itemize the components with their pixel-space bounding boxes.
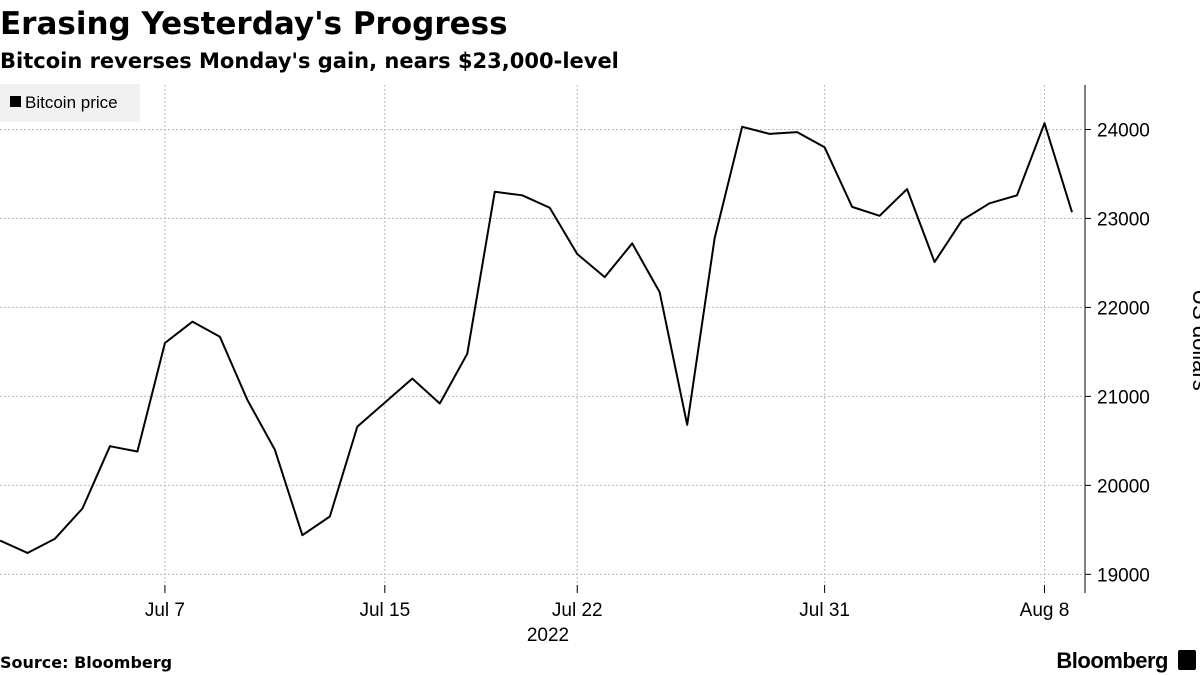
y-tick-label: 21000 xyxy=(1097,387,1150,408)
x-tick-label: Jul 22 xyxy=(552,600,603,621)
x-axis-label: 2022 xyxy=(527,625,569,646)
x-tick-label: Jul 15 xyxy=(359,600,410,621)
x-tick-label: Jul 7 xyxy=(145,600,185,621)
chart-title: Erasing Yesterday's Progress xyxy=(0,6,508,42)
x-tick-label: Jul 31 xyxy=(799,600,850,621)
y-tick-label: 23000 xyxy=(1097,209,1150,230)
price-line xyxy=(0,122,1073,554)
legend-label: Bitcoin price xyxy=(25,93,118,112)
legend-swatch xyxy=(10,96,21,107)
x-tick-label: Aug 8 xyxy=(1020,600,1070,621)
chart-subtitle: Bitcoin reverses Monday's gain, nears $2… xyxy=(0,49,619,73)
y-tick-label: 20000 xyxy=(1097,476,1150,497)
brand-icon xyxy=(1178,650,1196,670)
legend-box xyxy=(0,84,140,122)
y-tick-label: 22000 xyxy=(1097,298,1150,319)
y-tick-label: 24000 xyxy=(1097,120,1150,141)
source: Source: Bloomberg xyxy=(0,653,172,672)
y-tick-label: 19000 xyxy=(1097,565,1150,586)
y-axis-label: US dollars xyxy=(1188,289,1200,390)
brand: Bloomberg xyxy=(1056,648,1168,673)
